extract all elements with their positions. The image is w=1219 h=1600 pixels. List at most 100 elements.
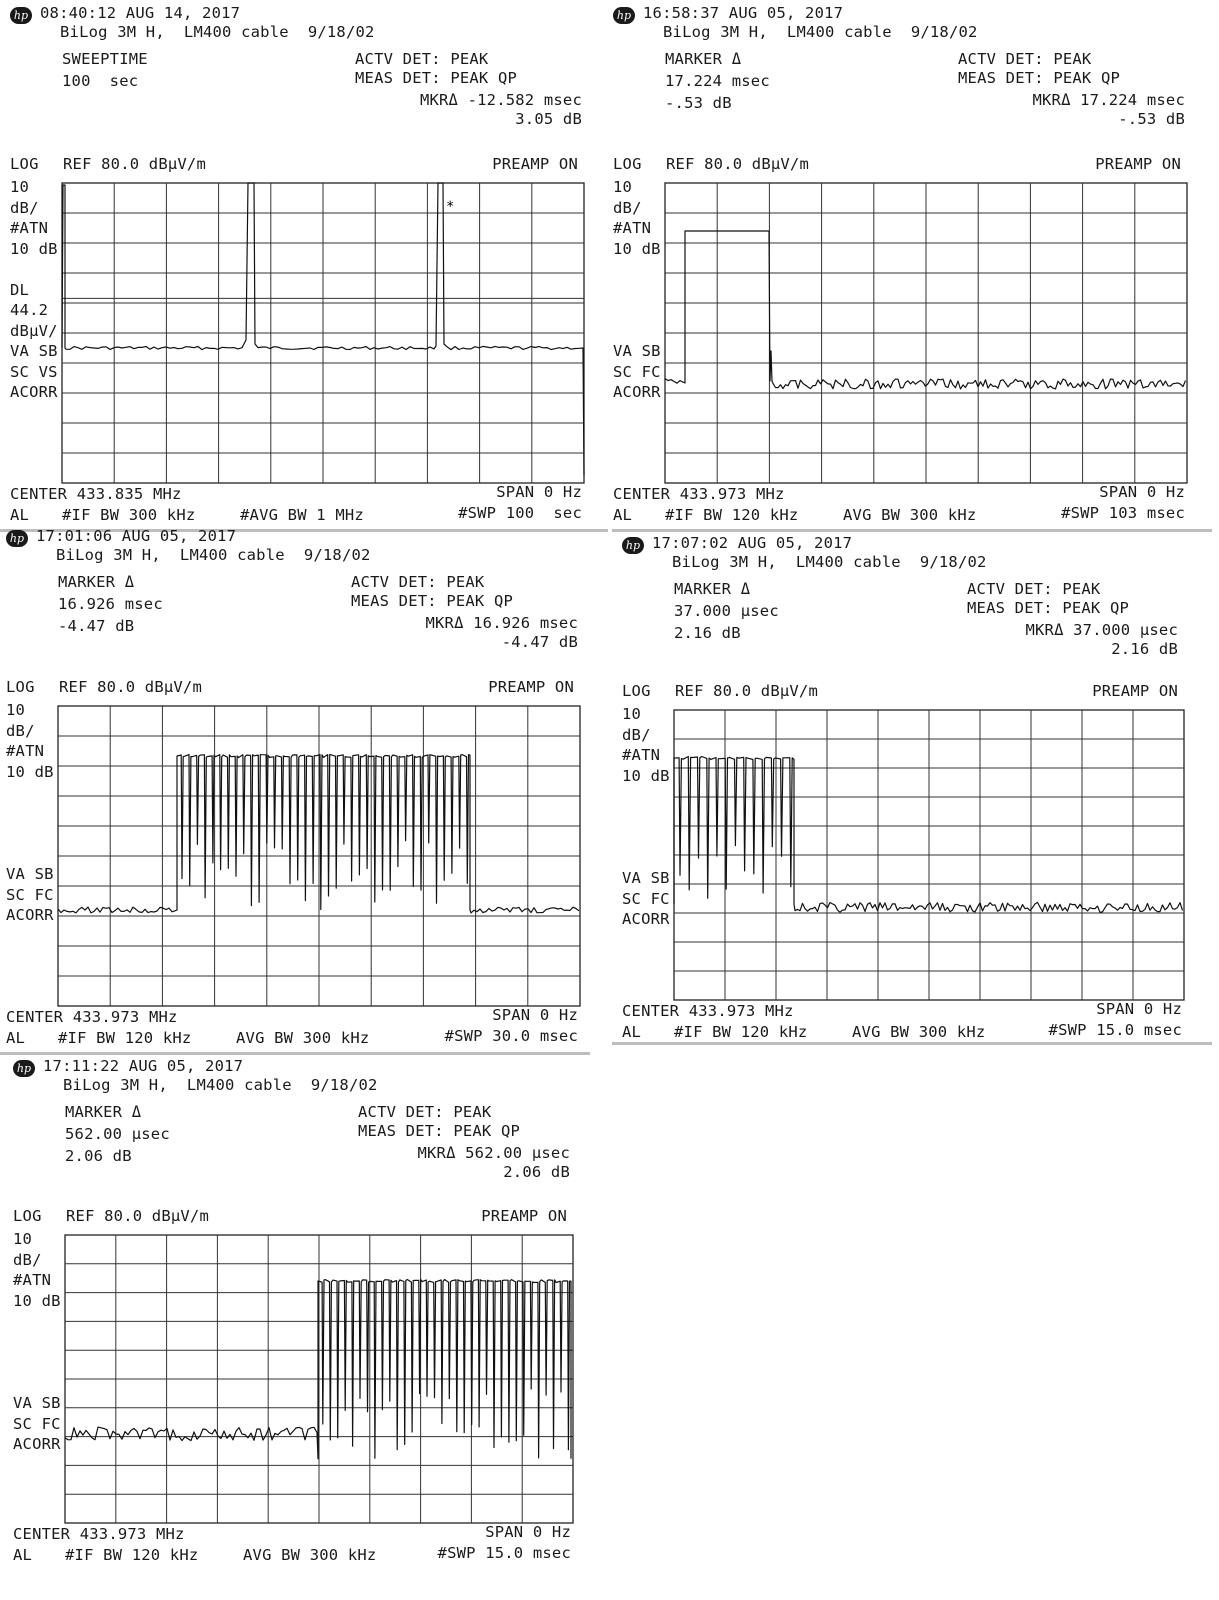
left-annotation: dB/ bbox=[622, 725, 651, 744]
marker-label: MARKER Δ bbox=[65, 1103, 142, 1121]
ref-level: REF 80.0 dBµV/m bbox=[666, 155, 809, 173]
marker-label: MARKER Δ bbox=[665, 50, 742, 68]
left-annotation: 44.2 bbox=[10, 301, 49, 319]
left-annotation: 10 bbox=[13, 1230, 33, 1248]
preamp-status: PREAMP ON bbox=[1095, 155, 1181, 173]
amplitude-mode: AL bbox=[6, 1029, 26, 1047]
separator-bar bbox=[612, 1042, 1212, 1045]
marker-delta-level: 2.16 dB bbox=[1111, 640, 1178, 658]
marker-delta-level: -4.47 dB bbox=[501, 633, 578, 651]
spectrum-graticule bbox=[673, 709, 1185, 1001]
hp-logo: hp bbox=[6, 530, 28, 547]
marker-label: MARKER Δ bbox=[674, 580, 751, 598]
span-value: SPAN 0 Hz bbox=[1099, 483, 1185, 501]
amplitude-mode: AL bbox=[10, 506, 30, 524]
center-frequency: CENTER 433.973 MHz bbox=[622, 1002, 794, 1020]
left-annotation: 10 dB bbox=[10, 239, 58, 258]
left-annotation: SC FC bbox=[613, 362, 661, 381]
left-annotation: ACORR bbox=[622, 910, 670, 928]
measurement-trace bbox=[61, 182, 585, 476]
measurement-trace bbox=[673, 755, 1184, 913]
span-value: SPAN 0 Hz bbox=[485, 1523, 571, 1541]
avg-bandwidth: AVG BW 300 kHz bbox=[843, 506, 977, 524]
actv-det: ACTV DET: PEAK bbox=[355, 50, 489, 68]
scale-mode: LOG bbox=[13, 1207, 42, 1225]
marker-delta-level: -.53 dB bbox=[1118, 110, 1185, 128]
left-annotation: ACORR bbox=[13, 1435, 61, 1453]
marker-time: 16.926 msec bbox=[58, 595, 163, 613]
ref-level: REF 80.0 dBµV/m bbox=[59, 678, 202, 696]
preamp-status: PREAMP ON bbox=[488, 678, 574, 696]
meas-det: MEAS DET: PEAK QP bbox=[958, 69, 1121, 87]
left-annotation: dB/ bbox=[613, 198, 642, 217]
separator-bar bbox=[0, 1052, 590, 1055]
left-annotation: VA SB bbox=[613, 342, 661, 360]
left-annotation: VA SB bbox=[6, 865, 54, 883]
timestamp: 16:58:37 AUG 05, 2017 bbox=[643, 4, 844, 22]
separator-bar bbox=[612, 529, 1212, 532]
left-annotation: ACORR bbox=[6, 906, 54, 924]
ref-level: REF 80.0 dBµV/m bbox=[66, 1207, 209, 1225]
preamp-status: PREAMP ON bbox=[1092, 682, 1178, 700]
meas-det: MEAS DET: PEAK QP bbox=[355, 69, 518, 87]
ref-level: REF 80.0 dBµV/m bbox=[63, 155, 206, 173]
left-annotation: dB/ bbox=[13, 1250, 42, 1269]
left-annotation: #ATN bbox=[613, 219, 652, 237]
left-annotation: VA SB bbox=[622, 869, 670, 887]
left-annotation: #ATN bbox=[10, 219, 49, 237]
left-annotation: 10 dB bbox=[622, 766, 670, 785]
marker-time: 37.000 µsec bbox=[674, 602, 779, 620]
measurement-trace bbox=[664, 230, 1187, 390]
hp-logo: hp bbox=[622, 537, 644, 554]
marker-label: MARKER Δ bbox=[58, 573, 135, 591]
timestamp: 17:11:22 AUG 05, 2017 bbox=[43, 1057, 244, 1075]
sweep-time: #SWP 100 sec bbox=[458, 504, 582, 522]
center-frequency: CENTER 433.835 MHz bbox=[10, 485, 182, 503]
marker-label: SWEEPTIME bbox=[62, 50, 148, 68]
setup-line: BiLog 3M H, LM400 cable 9/18/02 bbox=[672, 553, 987, 571]
span-value: SPAN 0 Hz bbox=[1096, 1000, 1182, 1018]
separator-bar bbox=[0, 529, 608, 532]
avg-bandwidth: #AVG BW 1 MHz bbox=[240, 506, 364, 524]
center-frequency: CENTER 433.973 MHz bbox=[6, 1008, 178, 1026]
marker-delta-time: MKRΔ 16.926 msec bbox=[425, 614, 578, 632]
meas-det: MEAS DET: PEAK QP bbox=[967, 599, 1130, 617]
spectrum-graticule: * bbox=[61, 182, 585, 484]
if-bandwidth: #IF BW 120 kHz bbox=[58, 1029, 192, 1047]
left-annotation: #ATN bbox=[622, 746, 661, 764]
scale-mode: LOG bbox=[613, 155, 642, 173]
left-annotation: VA SB bbox=[13, 1394, 61, 1412]
scale-mode: LOG bbox=[10, 155, 39, 173]
if-bandwidth: #IF BW 300 kHz bbox=[62, 506, 196, 524]
left-annotation: dBµV/ bbox=[10, 321, 58, 340]
setup-line: BiLog 3M H, LM400 cable 9/18/02 bbox=[663, 23, 978, 41]
left-annotation: 10 bbox=[622, 705, 642, 723]
spectrum-graticule bbox=[64, 1234, 574, 1524]
if-bandwidth: #IF BW 120 kHz bbox=[665, 506, 799, 524]
timestamp: 17:07:02 AUG 05, 2017 bbox=[652, 534, 853, 552]
left-annotation: DL bbox=[10, 280, 30, 299]
actv-det: ACTV DET: PEAK bbox=[958, 50, 1092, 68]
sweep-time: #SWP 30.0 msec bbox=[444, 1027, 578, 1045]
left-annotation: 10 bbox=[10, 178, 30, 196]
left-annotation: VA SB bbox=[10, 342, 58, 360]
amplitude-mode: AL bbox=[13, 1546, 33, 1564]
sweep-time: #SWP 15.0 msec bbox=[1048, 1021, 1182, 1039]
marker-delta-time: MKRΔ 37.000 µsec bbox=[1025, 621, 1178, 639]
meas-det: MEAS DET: PEAK QP bbox=[358, 1122, 521, 1140]
actv-det: ACTV DET: PEAK bbox=[967, 580, 1101, 598]
left-annotation: ACORR bbox=[10, 383, 58, 401]
sweep-time: #SWP 103 msec bbox=[1061, 504, 1185, 522]
amplitude-mode: AL bbox=[622, 1023, 642, 1041]
left-annotation: 10 bbox=[6, 701, 26, 719]
ref-level: REF 80.0 dBµV/m bbox=[675, 682, 818, 700]
if-bandwidth: #IF BW 120 kHz bbox=[674, 1023, 808, 1041]
left-annotation: SC VS bbox=[10, 362, 58, 381]
marker-time: 17.224 msec bbox=[665, 72, 770, 90]
marker-delta-time: MKRΔ -12.582 msec bbox=[419, 91, 582, 109]
scale-mode: LOG bbox=[622, 682, 651, 700]
avg-bandwidth: AVG BW 300 kHz bbox=[243, 1546, 377, 1564]
marker-time: 100 sec bbox=[62, 72, 139, 90]
marker-level: 2.06 dB bbox=[65, 1147, 132, 1165]
center-frequency: CENTER 433.973 MHz bbox=[613, 485, 785, 503]
